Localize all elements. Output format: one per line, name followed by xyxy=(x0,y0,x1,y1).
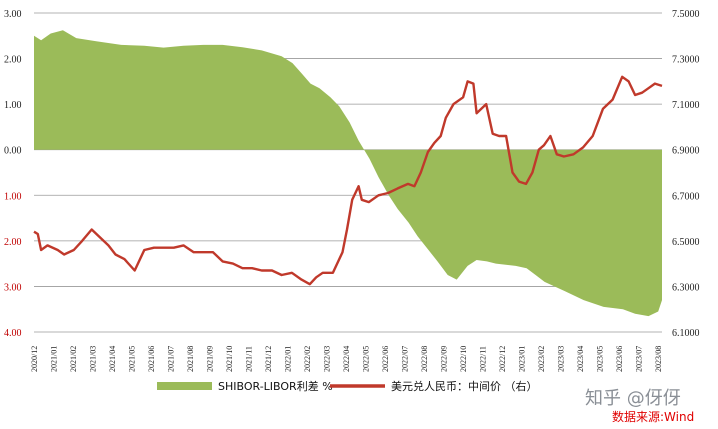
right-tick-label: 7.5000 xyxy=(672,9,700,20)
x-tick-label: 2021/03 xyxy=(89,346,98,372)
left-tick-label: 3.00 xyxy=(4,9,22,20)
fx-line xyxy=(33,75,663,286)
legend: SHIBOR-LIBOR利差 % 美元兑人民币：中间价 （右） xyxy=(157,379,538,393)
legend-swatch-spread xyxy=(157,382,212,390)
left-tick-label: 3.00 xyxy=(4,282,22,293)
x-tick-label: 2022/10 xyxy=(459,346,468,372)
right-tick-label: 6.9000 xyxy=(672,146,700,157)
x-tick-label: 2021/01 xyxy=(50,346,59,372)
x-tick-label: 2022/07 xyxy=(401,346,410,372)
x-tick-label: 2021/09 xyxy=(206,346,215,372)
left-tick-label: 1.00 xyxy=(4,100,22,111)
spread-area xyxy=(34,30,662,317)
x-tick-label: 2021/05 xyxy=(128,346,137,372)
x-tick-label: 2022/04 xyxy=(342,346,351,372)
legend-label-fx: 美元兑人民币：中间价 （右） xyxy=(391,379,538,393)
x-tick-label: 2022/08 xyxy=(420,346,429,372)
left-tick-label: 4.00 xyxy=(4,328,22,339)
x-tick-label: 2023/05 xyxy=(596,346,605,372)
x-tick-label: 2023/06 xyxy=(615,346,624,372)
right-tick-label: 6.3000 xyxy=(672,282,700,293)
x-tick-label: 2020/12 xyxy=(30,346,39,372)
x-tick-label: 2022/05 xyxy=(362,346,371,372)
right-tick-label: 6.5000 xyxy=(672,237,700,248)
x-tick-label: 2022/02 xyxy=(303,346,312,372)
x-tick-label: 2021/11 xyxy=(245,346,254,372)
right-tick-label: 6.7000 xyxy=(672,191,700,202)
x-tick-label: 2021/10 xyxy=(225,346,234,372)
right-tick-label: 6.1000 xyxy=(672,328,700,339)
x-axis-ticks: 2020/12 2021/01 2021/02 2021/03 2021/04 2021/… xyxy=(30,346,663,372)
x-tick-label: 2022/12 xyxy=(498,346,507,372)
left-tick-label: 0.00 xyxy=(4,146,22,157)
x-tick-label: 2021/04 xyxy=(108,346,117,372)
x-tick-label: 2021/02 xyxy=(69,346,78,372)
left-tick-label: 1.00 xyxy=(4,191,22,202)
x-tick-label: 2023/01 xyxy=(518,346,527,372)
right-tick-label: 7.3000 xyxy=(672,55,700,66)
legend-label-spread: SHIBOR-LIBOR利差 % xyxy=(218,379,333,393)
x-tick-label: 2022/01 xyxy=(284,346,293,372)
right-axis-ticks: 7.5000 7.3000 7.1000 6.9000 6.7000 6.5000 6.30… xyxy=(672,9,700,339)
x-tick-label: 2021/07 xyxy=(167,346,176,372)
x-tick-label: 2022/03 xyxy=(323,346,332,372)
left-tick-label: 2.00 xyxy=(4,237,22,248)
x-tick-label: 2022/11 xyxy=(479,346,488,372)
x-tick-label: 2023/02 xyxy=(537,346,546,372)
x-tick-label: 2021/08 xyxy=(186,346,195,372)
x-tick-label: 2021/12 xyxy=(264,346,273,372)
left-tick-label: 2.00 xyxy=(4,55,22,66)
watermark: 知乎 @伢伢 xyxy=(585,388,681,409)
spread-area-layer xyxy=(34,30,662,317)
x-tick-label: 2022/09 xyxy=(440,346,449,372)
source-label: 数据来源:Wind xyxy=(612,410,695,424)
fx-line-layer xyxy=(33,75,663,286)
x-tick-label: 2023/08 xyxy=(654,346,663,372)
x-tick-label: 2021/06 xyxy=(147,346,156,372)
x-tick-label: 2022/06 xyxy=(381,346,390,372)
x-tick-label: 2023/04 xyxy=(576,346,585,372)
x-tick-label: 2023/07 xyxy=(635,346,644,372)
x-tick-label: 2023/03 xyxy=(557,346,566,372)
left-axis-ticks: 3.00 2.00 1.00 0.00 1.00 2.00 3.00 4.00 xyxy=(4,9,22,339)
right-tick-label: 7.1000 xyxy=(672,100,700,111)
